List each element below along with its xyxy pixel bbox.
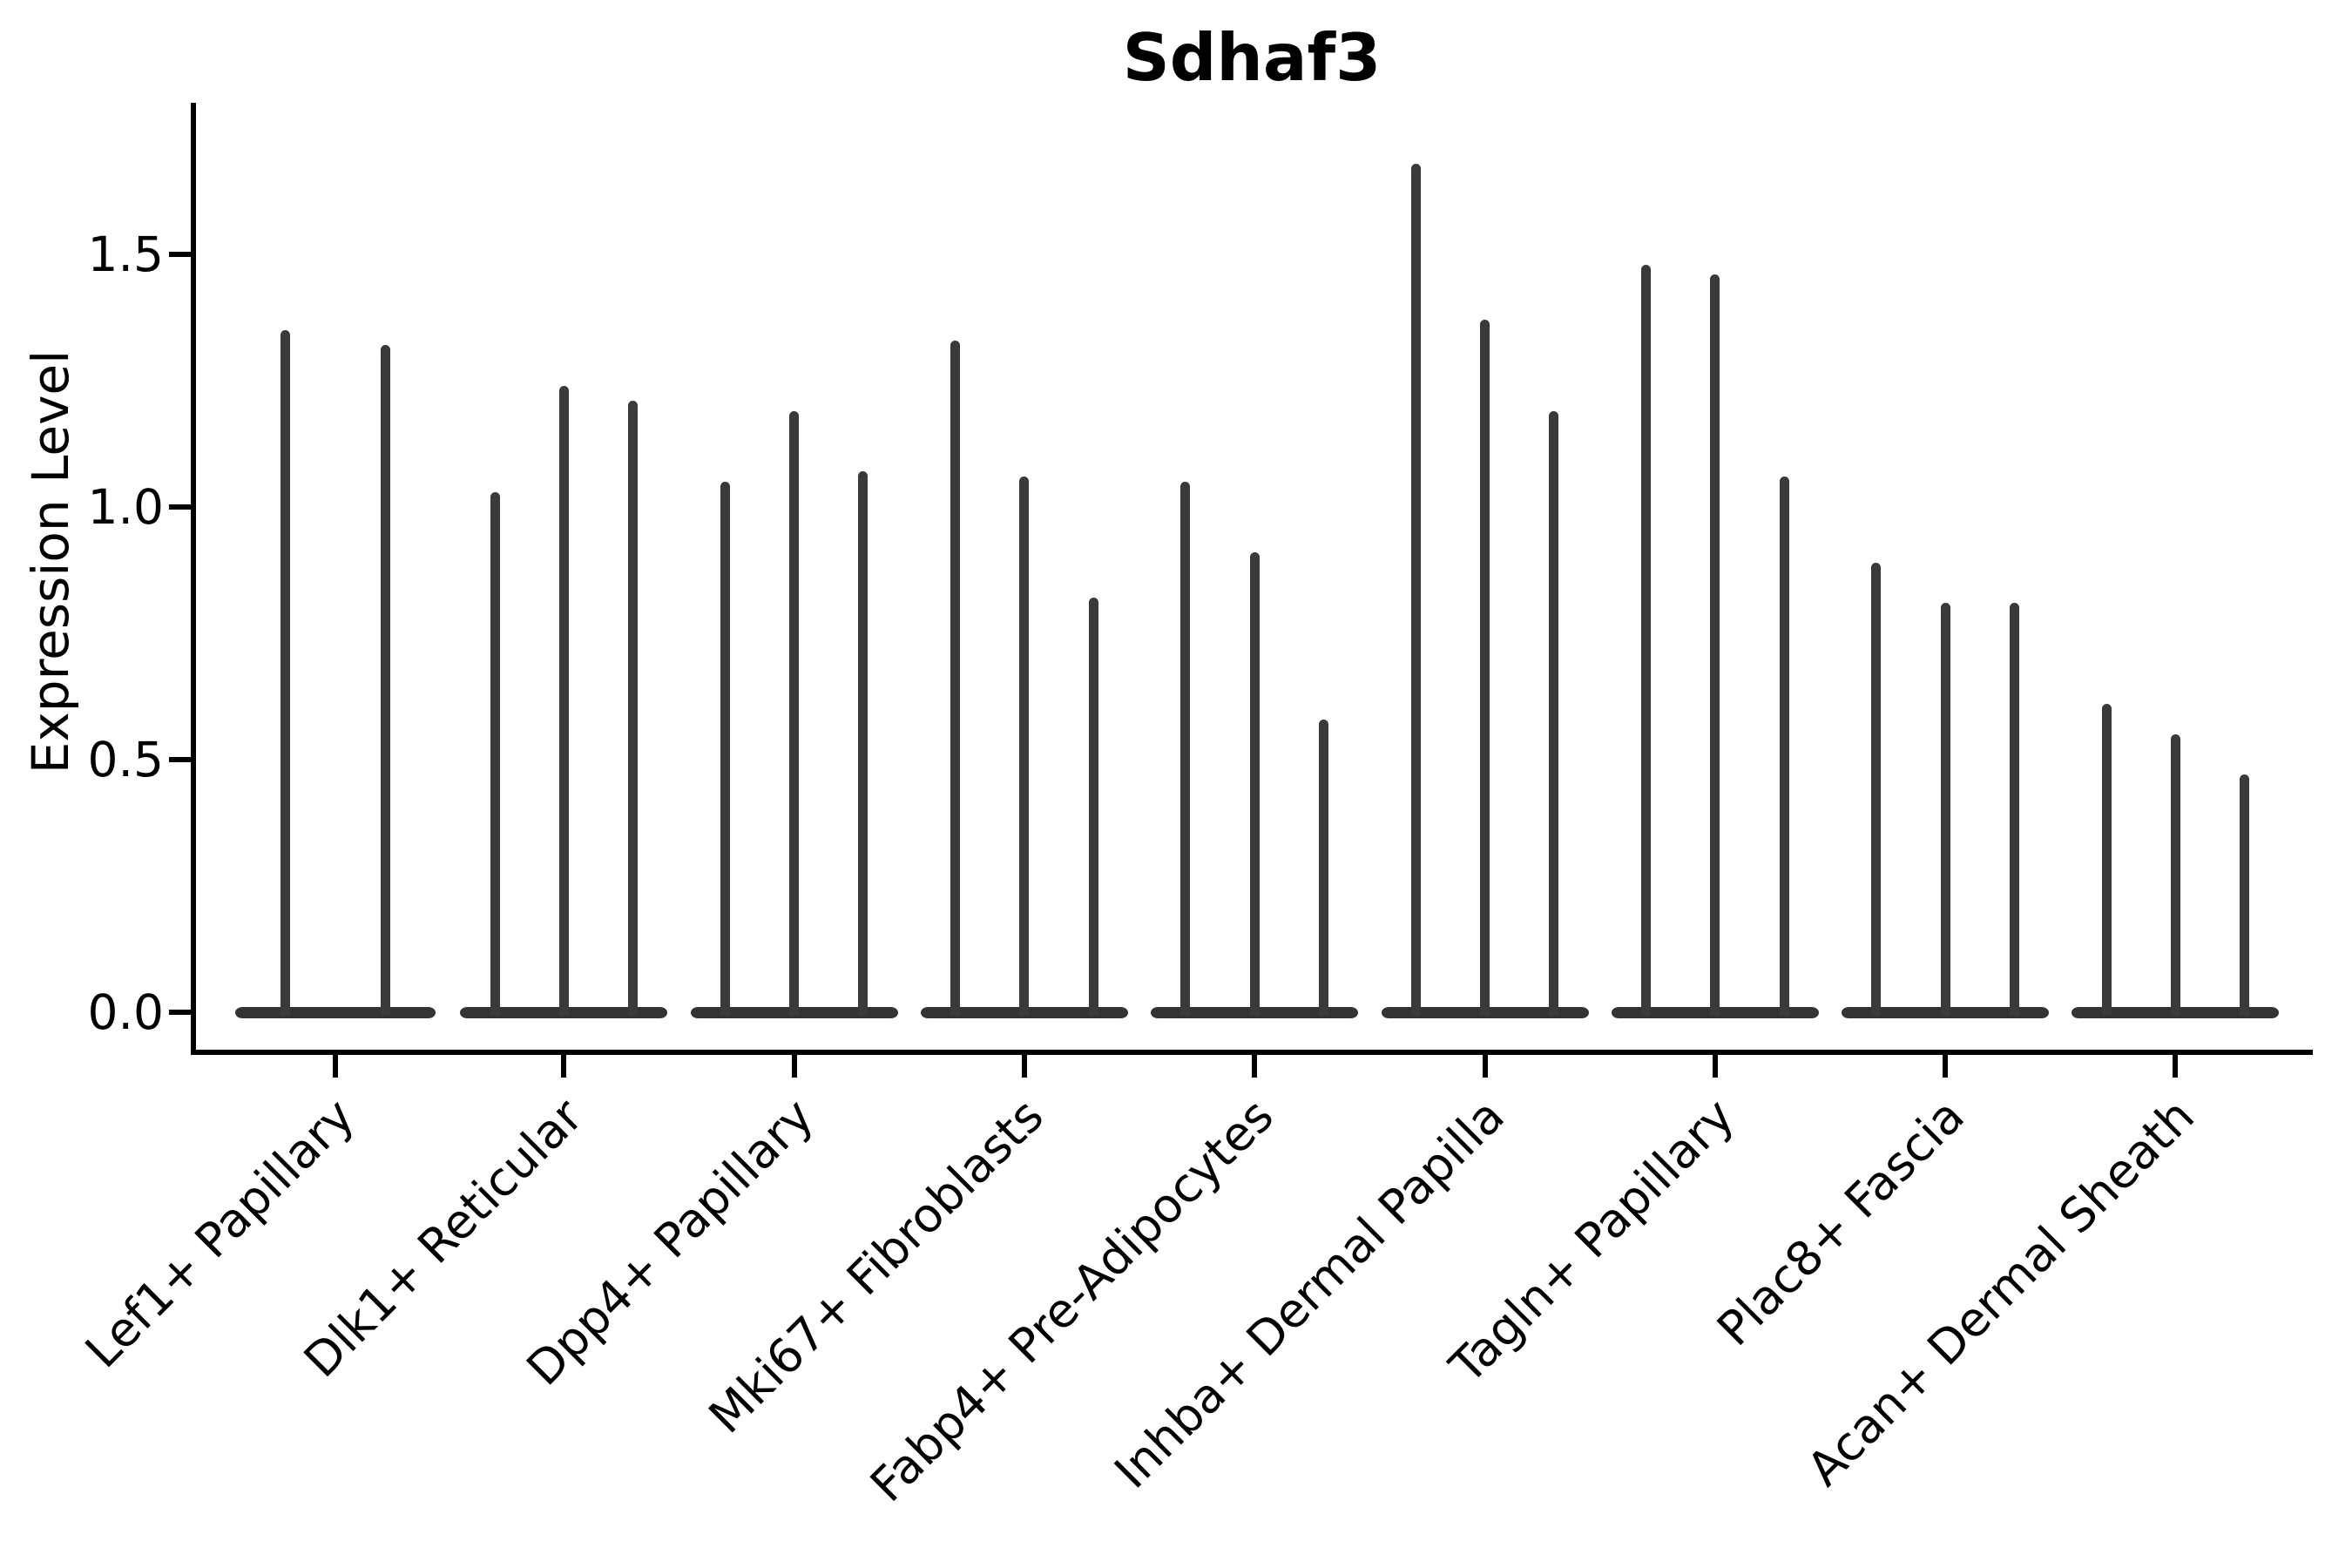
- violin-spike: [789, 410, 800, 1016]
- x-tick-mark: [1021, 1055, 1027, 1078]
- violin-spike: [1480, 320, 1490, 1016]
- violin-spike: [1641, 264, 1651, 1016]
- violin-spike: [1410, 163, 1421, 1016]
- violin-spike: [1779, 476, 1789, 1016]
- violin-spike: [858, 471, 868, 1016]
- y-tick-mark: [169, 504, 191, 510]
- violin-spike: [2009, 603, 2019, 1016]
- violin-spike: [558, 385, 569, 1016]
- y-tick-label: 0.0: [87, 984, 164, 1040]
- x-tick-mark: [2173, 1055, 2179, 1078]
- violin-spike: [1249, 552, 1260, 1016]
- violin-spike: [2240, 774, 2250, 1016]
- violin-spike: [1019, 476, 1030, 1016]
- x-axis-spine: [191, 1050, 2313, 1055]
- violin-spike: [1088, 598, 1098, 1016]
- x-tick-mark: [791, 1055, 797, 1078]
- y-tick-label: 1.0: [87, 479, 164, 535]
- violin-spike: [2170, 734, 2180, 1016]
- x-tick-mark: [1252, 1055, 1258, 1078]
- y-tick-mark: [169, 757, 191, 762]
- violin-spike: [1710, 274, 1720, 1016]
- violin-spike: [628, 401, 639, 1016]
- violin-spike: [280, 330, 290, 1016]
- y-tick-mark: [169, 252, 191, 257]
- violin-spike: [381, 345, 390, 1016]
- x-tick-mark: [333, 1055, 338, 1078]
- x-tick-mark: [561, 1055, 567, 1078]
- violin-spike: [2101, 704, 2112, 1016]
- violin-spike: [1871, 562, 1882, 1016]
- violin-spike: [950, 340, 961, 1016]
- violin-spike: [1549, 410, 1559, 1016]
- x-tick-mark: [1482, 1055, 1488, 1078]
- violin-spike: [1940, 603, 1950, 1016]
- violin-spike: [490, 491, 500, 1016]
- x-tick-mark: [1712, 1055, 1718, 1078]
- violin-base: [235, 1007, 436, 1018]
- violin-spike: [1319, 719, 1328, 1016]
- violin-spike: [720, 482, 730, 1016]
- violin-spike: [1180, 482, 1191, 1016]
- y-axis-spine: [191, 103, 196, 1055]
- y-tick-label: 0.5: [87, 732, 164, 787]
- x-tick-mark: [1943, 1055, 1949, 1078]
- y-axis-label: Expression Level: [21, 349, 80, 774]
- chart-title: Sdhaf3: [1122, 19, 1382, 96]
- y-tick-label: 1.5: [87, 226, 164, 282]
- y-tick-mark: [169, 1010, 191, 1015]
